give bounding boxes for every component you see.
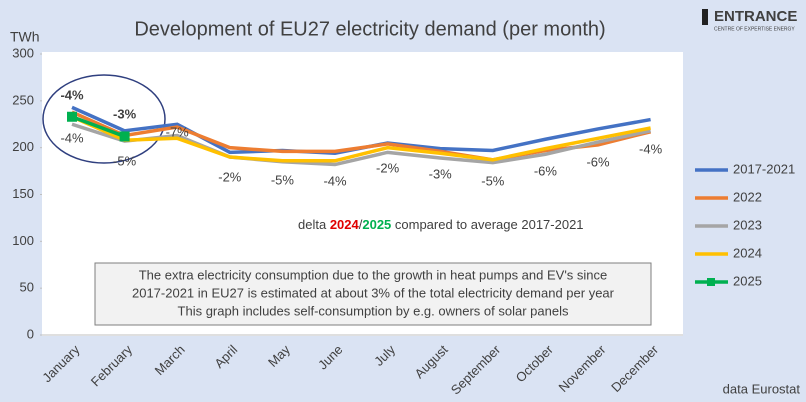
delta-2025: -4% xyxy=(60,87,84,102)
note-line: 2017-2021 in EU27 is estimated at about … xyxy=(132,285,615,300)
y-axis-label: TWh xyxy=(10,29,40,45)
note-part: / xyxy=(359,217,363,232)
delta-2024: -5% xyxy=(271,172,295,187)
delta-2024: -4% xyxy=(323,173,347,188)
delta-2024: -3% xyxy=(429,166,453,181)
y-tick-label: 250 xyxy=(12,92,34,107)
note-part: delta xyxy=(298,217,330,232)
legend-label: 2017-2021 xyxy=(733,161,795,176)
series-line xyxy=(71,115,651,163)
legend-label: 2024 xyxy=(733,245,762,260)
note-part: compared to average 2017-2021 xyxy=(391,217,583,232)
delta-2024: -7% xyxy=(166,124,190,139)
delta-2025: -3% xyxy=(113,106,137,121)
delta-2024: -6% xyxy=(586,154,610,169)
delta-2024: -4% xyxy=(639,141,663,156)
series-line xyxy=(71,122,651,167)
series-line xyxy=(71,115,126,139)
series-line xyxy=(71,110,652,162)
y-tick-label: 300 xyxy=(12,45,34,60)
y-tick-label: 0 xyxy=(27,326,34,341)
chart-title: Development of EU27 electricity demand (… xyxy=(134,18,605,40)
note-box xyxy=(94,262,652,326)
note-line: The extra electricity consumption due to… xyxy=(139,267,608,282)
legend-label: 2025 xyxy=(733,273,762,288)
note-part: 2025 xyxy=(362,217,391,232)
y-tick-label: 50 xyxy=(20,280,34,295)
delta-2024: -6% xyxy=(534,163,558,178)
legend-marker xyxy=(707,278,715,286)
y-tick-label: 150 xyxy=(12,186,34,201)
logo-mark xyxy=(702,9,708,25)
note-part: 2024 xyxy=(330,217,360,232)
highlight-circle xyxy=(42,74,166,164)
source: data Eurostat xyxy=(723,381,801,396)
point xyxy=(119,131,130,142)
y-tick-label: 100 xyxy=(12,233,34,248)
legend-label: 2022 xyxy=(733,189,762,204)
note-line: This graph includes self-consumption by … xyxy=(178,303,569,318)
delta-2024: -5% xyxy=(113,153,137,168)
delta-2024: -2% xyxy=(376,160,400,175)
logo: ENTRANCE xyxy=(714,8,797,25)
y-tick-label: 200 xyxy=(12,139,34,154)
legend-label: 2023 xyxy=(733,217,762,232)
delta-2024: -4% xyxy=(60,130,84,145)
logo-subtitle: CENTRE OF EXPERTISE ENERGY xyxy=(714,26,795,32)
delta-note: delta 2024/2025 compared to average 2017… xyxy=(298,217,584,232)
point xyxy=(67,111,77,122)
delta-2024: -5% xyxy=(481,173,505,188)
delta-2024: -2% xyxy=(218,169,242,184)
